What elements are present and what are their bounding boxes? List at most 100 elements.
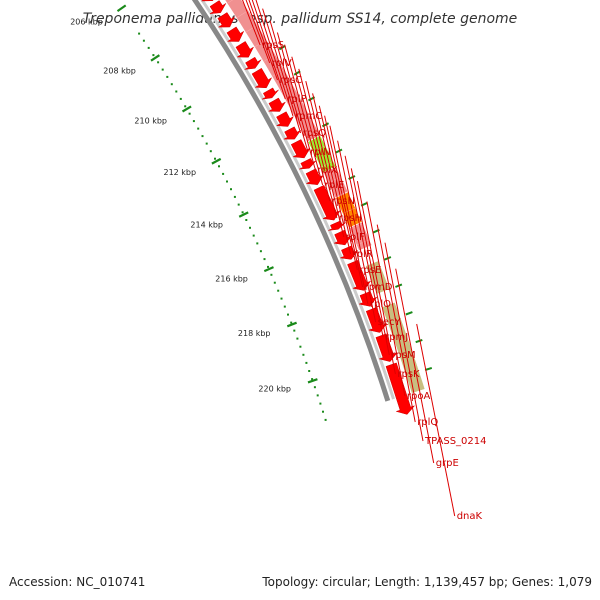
ring-divider	[254, 39, 267, 48]
scale-tick: 216 kbp	[215, 266, 274, 283]
gene-label-rpmd: rpmD	[365, 282, 393, 293]
scale-dot	[161, 68, 164, 71]
scale-tick: 212 kbp	[163, 157, 222, 177]
leader-line	[416, 323, 456, 517]
scale-dot	[245, 219, 248, 221]
scale-dot	[280, 297, 283, 300]
scale-dot	[259, 250, 262, 253]
leader-line	[395, 268, 435, 464]
backbone-shadow	[200, 0, 395, 400]
gene-arrow	[226, 26, 245, 42]
scale-dot	[226, 180, 228, 183]
gene-label-rpsn: rpsN	[332, 196, 355, 207]
leader-line	[350, 168, 390, 356]
gene-label-rple: rplE	[325, 180, 345, 191]
scale-dot	[175, 90, 178, 93]
leader-line	[366, 201, 406, 397]
ring-divider	[288, 99, 302, 107]
scale-tick-label: 214 kbp	[190, 221, 223, 230]
leader-line	[376, 224, 416, 423]
gene-label-rpse: rpsE	[359, 265, 381, 276]
gene-label-rplf: rplF	[346, 232, 365, 243]
scale-tick-label: 220 kbp	[258, 384, 291, 393]
gene-label-text: grpE	[436, 458, 459, 469]
leader-line	[305, 80, 345, 238]
leader-line	[384, 242, 424, 442]
outer-tick	[335, 148, 343, 154]
leader-line	[356, 181, 396, 375]
scale-dot	[192, 120, 195, 123]
leader-line	[318, 105, 358, 271]
scale-dot	[230, 188, 232, 191]
outer-tick	[278, 44, 286, 51]
gene-label-text: rplO	[370, 299, 391, 310]
outer-tick	[405, 311, 413, 316]
leader-line	[251, 0, 286, 100]
scale-dot	[308, 370, 311, 372]
leader-line	[344, 155, 384, 338]
gene-label-rplx: rplX	[317, 165, 337, 176]
topology-text: Topology: circular; Length: 1,139,457 bp…	[261, 575, 592, 589]
scale-dot	[311, 378, 314, 381]
scale-tick-label: 208 kbp	[103, 66, 136, 75]
gene-label-text: rpsC	[280, 75, 303, 86]
gene-label-rpsq: rpsQ	[303, 128, 327, 139]
scale-dot	[201, 135, 204, 138]
leader-line	[298, 68, 338, 219]
gene-arrow	[299, 158, 317, 170]
gene-arrow	[313, 184, 341, 221]
gene-arrow	[290, 139, 311, 159]
scale-dot	[157, 61, 160, 64]
gene-arrow	[275, 111, 295, 127]
scale-dot	[273, 281, 276, 284]
gene-arrow	[217, 12, 236, 28]
gene-label-text: rpsQ	[303, 128, 327, 139]
scale-dot	[142, 39, 145, 42]
map-title: Treponema pallidum subsp. pallidum SS14,…	[83, 11, 518, 27]
scale-dot	[205, 142, 208, 145]
gene-arrows	[200, 0, 416, 415]
gene-label-dnak: dnaK	[457, 511, 483, 522]
gene-arrow	[200, 0, 214, 2]
gene-label-text: rpsM	[391, 350, 415, 361]
ring-divider	[342, 207, 356, 214]
gene-arrow	[305, 168, 325, 185]
scale-dot	[270, 273, 273, 276]
scale-dot	[233, 195, 236, 198]
gene-arrow	[251, 67, 273, 89]
genome-backbone	[191, 0, 391, 402]
scale-dot	[214, 157, 216, 160]
gene-label-text: rplR	[353, 249, 373, 260]
scale-dot	[277, 289, 280, 292]
scale-tick-label: 206 kbp	[70, 18, 103, 27]
gene-label-text: rpsE	[359, 265, 381, 276]
scale-tick-label: 212 kbp	[163, 168, 196, 177]
leader-line	[312, 93, 352, 255]
leader-line	[255, 0, 294, 117]
gene-label-text: rpsS	[262, 40, 284, 51]
gene-arrow	[267, 97, 287, 112]
gene-label-text: dnaK	[457, 511, 483, 522]
scale-dot	[287, 313, 289, 316]
gene-label-text: rpsK	[397, 369, 420, 380]
scale-dot	[302, 353, 305, 356]
gene-label-text: rpmD	[365, 282, 393, 293]
scale-dot	[152, 54, 155, 57]
leader-line	[276, 32, 316, 171]
leader-line	[241, 0, 261, 46]
gene-label-text: rplV	[272, 58, 292, 69]
gene-label-rplr: rplR	[353, 249, 373, 260]
scale-dot	[249, 226, 251, 229]
scale-dot	[237, 203, 240, 206]
gene-labels: rpsS rplV rpsC rplP rpmC rpsQ rplN rplX rplE rpsN…	[262, 40, 486, 522]
leader-line	[245, 0, 271, 64]
scale-tick: 206 kbp	[70, 4, 127, 27]
outer-tick	[415, 338, 423, 344]
gene-label-rplv: rplV	[272, 58, 292, 69]
scale-tick-label: 210 kbp	[134, 117, 167, 126]
gene-arrow	[235, 41, 255, 58]
gene-label-rpsm: rpsM	[391, 350, 415, 361]
gene-label-grpe: grpE	[436, 458, 459, 469]
scale-tick-label: 216 kbp	[215, 274, 248, 283]
gene-label-text: rpsN	[332, 196, 355, 207]
